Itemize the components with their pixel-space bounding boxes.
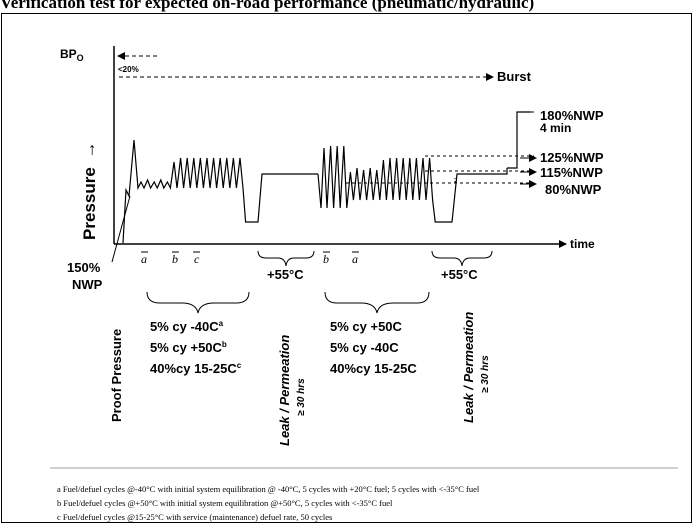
leak-duration-label-2: ≥ 30 hrs: [480, 355, 491, 393]
set1-line2-text: 5% cy +50C: [150, 340, 223, 355]
page-title: Verification test for expected on-road p…: [0, 0, 535, 12]
cycle-mark-b: b: [172, 252, 178, 266]
set1-line2: 5% cy +50Cb: [150, 340, 227, 355]
footnote-c: c Fuel/defuel cycles @15-25°C with servi…: [57, 512, 332, 522]
nwp115-label: 115%NWP: [540, 165, 603, 180]
temp-bracket-2: [431, 250, 493, 267]
footnote-b: b Fuel/defuel cycles @+50°C with initial…: [57, 498, 393, 508]
set1-line3-sup: c: [237, 361, 242, 370]
cycle-mark-b-2: b: [323, 252, 329, 266]
nwp180-label: 180%NWP: [540, 108, 604, 123]
nwp125-label: 125%NWP: [540, 150, 604, 165]
y-axis-label-text: Pressure: [80, 167, 99, 240]
bp-label-sub: O: [77, 53, 84, 63]
pressure-trace: [122, 111, 530, 244]
hold-4min-label: 4 min: [540, 121, 571, 135]
set1-line1-text: 5% cy -40C: [150, 319, 219, 334]
cycle-mark-a-2: a: [352, 252, 358, 266]
nwp150-label-2: NWP: [72, 277, 103, 292]
nwp150-label-1: 150%: [67, 260, 101, 275]
set1-line3: 40%cy 15-25Cc: [150, 361, 242, 376]
y-axis-arrow-icon: →: [80, 141, 99, 158]
cycle-brace-2: [324, 291, 430, 314]
temp-label-1: +55°C: [267, 267, 304, 282]
bp-margin-label: <20%: [118, 65, 139, 74]
bp-label-main: BP: [60, 47, 77, 61]
burst-label: Burst: [497, 69, 532, 84]
figure-frame: [1, 13, 692, 523]
temp-label-2: +55°C: [441, 267, 478, 282]
leak-permeation-label-1: Leak / Permeation: [277, 335, 292, 446]
leak-permeation-label-2: Leak / Permeation: [461, 312, 476, 423]
cycle-marks: a b c b a: [141, 251, 359, 266]
proof-pointer: [111, 195, 131, 263]
set1-line1-sup: a: [219, 319, 224, 328]
set1-line2-sup: b: [222, 340, 227, 349]
nwp80-label: 80%NWP: [545, 182, 602, 197]
cycle-brace-1: [146, 291, 250, 314]
bp-label: BPO: [60, 47, 84, 63]
y-axis-label: Pressure →: [80, 141, 99, 240]
set2-line3: 40%cy 15-25C: [330, 361, 417, 376]
leak-duration-label-1: ≥ 30 hrs: [296, 378, 307, 416]
cycle-mark-c: c: [194, 252, 200, 266]
set1-line3-text: 40%cy 15-25C: [150, 361, 237, 376]
set2-line2: 5% cy -40C: [330, 340, 399, 355]
proof-pressure-label: Proof Pressure: [109, 329, 124, 422]
set1-line1: 5% cy -40Ca: [150, 319, 224, 334]
temp-bracket-1: [257, 250, 315, 267]
cycle-mark-a: a: [141, 252, 147, 266]
footnote-a: a Fuel/defuel cycles @-40°C with initial…: [57, 484, 480, 494]
x-axis-label: time: [570, 237, 595, 251]
set2-line1: 5% cy +50C: [330, 319, 403, 334]
